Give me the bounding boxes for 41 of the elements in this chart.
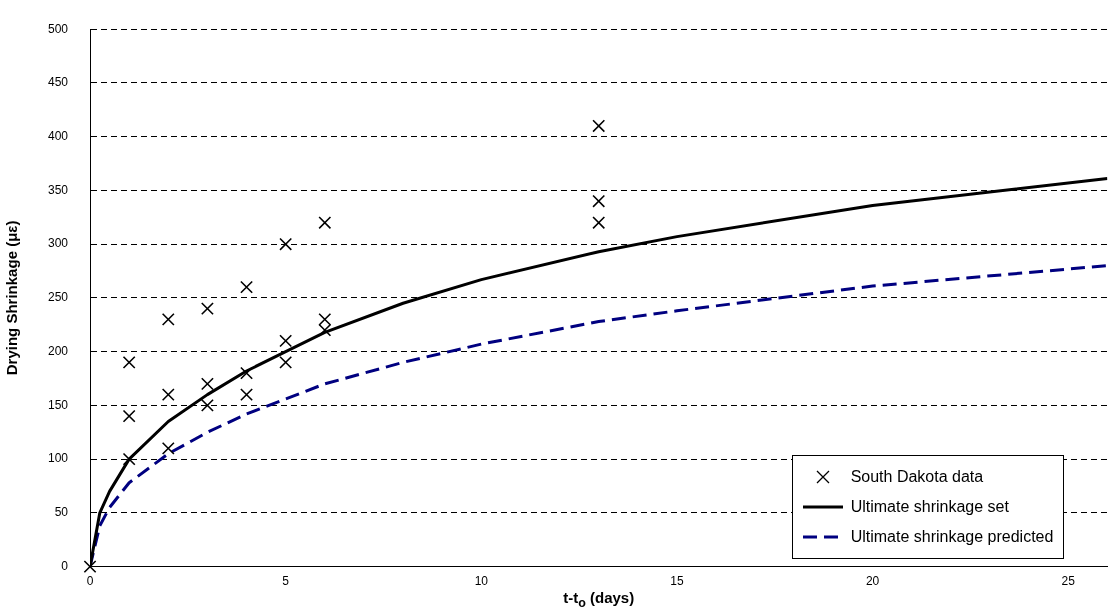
x-tick-label: 0 [86, 574, 94, 589]
point [279, 334, 293, 348]
point [318, 216, 332, 230]
point [200, 377, 214, 391]
point [592, 194, 606, 208]
legend-label: Ultimate shrinkage set [850, 497, 1009, 516]
point [279, 355, 293, 369]
point [122, 355, 136, 369]
y-tick-label: 0 [61, 558, 69, 573]
point [592, 119, 606, 133]
y-tick-label: 250 [47, 290, 69, 305]
point [279, 237, 293, 251]
point [161, 388, 175, 402]
y-tick-label: 350 [47, 182, 69, 197]
point [240, 366, 253, 380]
point [200, 302, 214, 316]
point [122, 409, 136, 423]
y-tick-label: 100 [47, 451, 69, 466]
point [83, 560, 97, 574]
x-tick-label: 15 [670, 574, 684, 589]
point [161, 312, 175, 326]
point [240, 388, 253, 402]
y-tick-label: 400 [47, 128, 69, 143]
x-tick-label: 10 [474, 574, 489, 589]
y-tick-label: 500 [47, 21, 69, 36]
point [200, 398, 214, 412]
x-axis-title: t-t$_{o}$ (days) [563, 588, 635, 610]
legend-label: South Dakota data [850, 467, 984, 486]
y-tick-label: 450 [47, 75, 69, 90]
point [161, 441, 175, 455]
point [592, 216, 606, 230]
y-tick-label: 200 [47, 343, 69, 358]
x-tick-label: 5 [282, 574, 290, 589]
x-tick-label: 20 [865, 574, 880, 589]
y-axis-title: Drying Shrinkage (με) [3, 220, 21, 376]
x-tick-label: 25 [1061, 574, 1076, 589]
point [240, 280, 253, 294]
y-tick-label: 300 [47, 236, 69, 251]
legend-label: Ultimate shrinkage predicted [850, 527, 1054, 546]
y-tick-label: 150 [47, 397, 69, 412]
y-tick-label: 50 [54, 505, 69, 520]
